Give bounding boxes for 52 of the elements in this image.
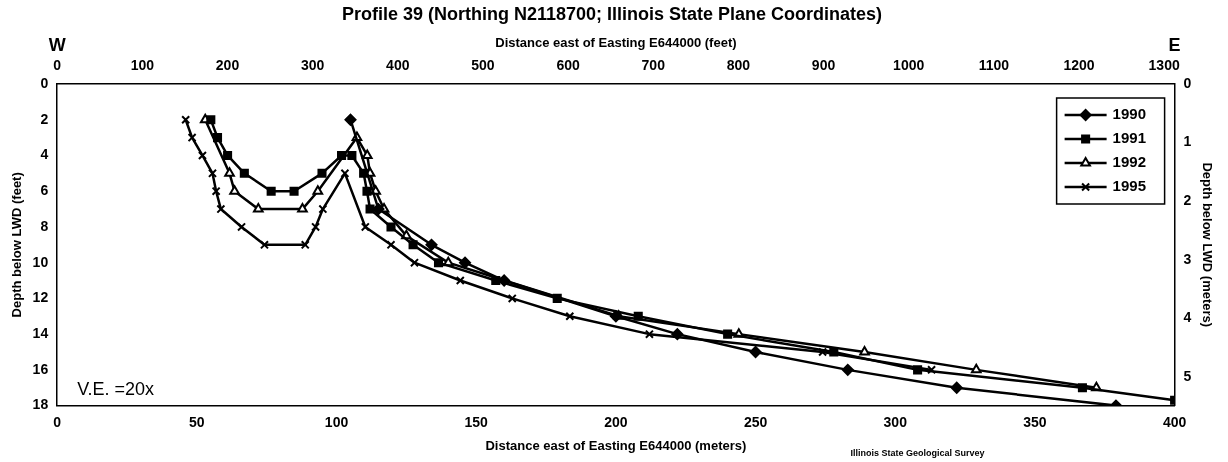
x-tick-label: 100 (324, 413, 349, 430)
y-tick-label: 0 (40, 74, 49, 91)
x2-tick-label: 200 (215, 57, 240, 74)
x2-tick-label: 900 (811, 57, 836, 74)
x2-tick-label: 800 (726, 57, 751, 74)
y-tick-label: 10 (32, 253, 49, 270)
x-tick-label: 0 (53, 413, 62, 430)
text: E (1168, 34, 1181, 55)
x-tick-label: 350 (1023, 413, 1047, 430)
x-tick-label: 250 (743, 413, 768, 430)
x-axis-title: Distance east of Easting E644000 (meters) (485, 437, 747, 453)
y-tick-label: 2 (40, 110, 49, 127)
x2-tick-label: 1300 (1148, 57, 1180, 74)
y-tick-label: 14 (32, 324, 49, 341)
y-tick-label: 18 (32, 396, 49, 413)
chart-title: Profile 39 (Northing N2118700; Illinois State Plane Coordinates) (341, 3, 883, 24)
x-tick-label: 150 (464, 413, 489, 430)
legend-label: 1991 (1112, 129, 1146, 147)
y-tick-label: 12 (32, 289, 49, 306)
text: Illinois State Geological Survey (850, 448, 985, 459)
annotation: V.E. =20x (77, 378, 155, 399)
x2-tick-label: 100 (130, 57, 155, 74)
x2-tick-label: 400 (386, 57, 410, 74)
x2-tick-label: 1200 (1063, 57, 1095, 74)
x2-tick-label: 600 (556, 57, 580, 74)
legend-label: 1995 (1112, 177, 1146, 195)
x2-tick-label: 1000 (893, 57, 925, 74)
legend-label: 1990 (1112, 105, 1146, 123)
y-axis-title: Depth below LWD (feet) (9, 172, 25, 318)
text: W (48, 34, 66, 55)
x-tick-label: 50 (189, 413, 205, 430)
x2-axis-title: Distance east of Easting E644000 (feet) (495, 34, 737, 50)
y2-tick-label: 0 (1183, 74, 1192, 91)
y2-axis-title: Depth below LWD (meters) (1199, 162, 1215, 328)
x2-tick-label: 300 (300, 57, 325, 74)
y2-tick-label: 2 (1183, 192, 1192, 209)
x-tick-label: 300 (883, 413, 908, 430)
x2-tick-label: 1100 (978, 57, 1010, 74)
y-tick-label: 16 (32, 360, 49, 377)
y-tick-label: 8 (40, 217, 49, 234)
x-tick-label: 400 (1162, 413, 1187, 430)
x2-tick-label: 0 (53, 57, 62, 74)
y2-tick-label: 1 (1183, 133, 1192, 150)
y-tick-label: 6 (40, 182, 49, 199)
y2-tick-label: 5 (1183, 367, 1192, 384)
x2-tick-label: 500 (471, 57, 495, 74)
x-tick-label: 200 (604, 413, 628, 430)
x2-tick-label: 700 (641, 57, 666, 74)
y2-tick-label: 3 (1183, 250, 1192, 267)
legend-label: 1992 (1112, 153, 1146, 171)
y2-tick-label: 4 (1183, 309, 1192, 326)
y-tick-label: 4 (40, 146, 49, 163)
